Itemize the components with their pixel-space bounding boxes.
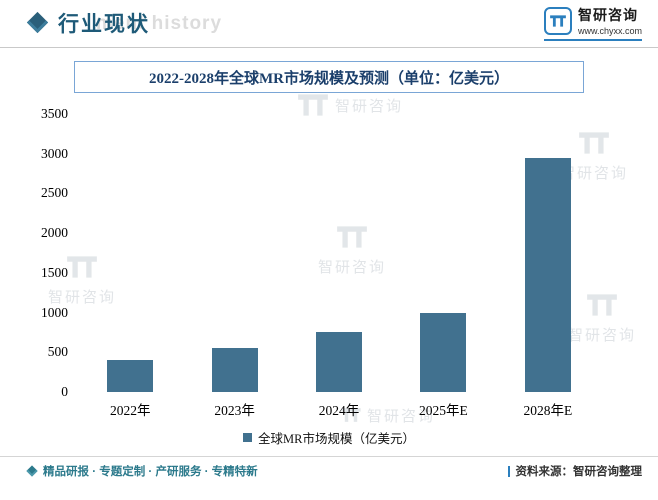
brand-watermark-text: 智研咨询 [335,97,404,115]
legend-label: 全球MR市场规模（亿美元） [258,432,415,446]
y-tick-label: 0 [61,384,68,399]
footer-source: 资料来源：智研咨询整理 [507,463,643,479]
chart-title-box: 2022-2028年全球MR市场规模及预测（单位：亿美元） [74,61,584,93]
bar-column [78,360,182,392]
plot-area [78,114,600,392]
brand-logo[interactable]: 智研咨询 www.chyxx.com [543,5,642,41]
footer-divider [0,456,658,457]
y-tick-label: 2500 [41,185,68,201]
x-tick-label: 2025年E [419,403,468,418]
y-axis: 0 500 1000 1500 2000 2500 3000 3500 [26,106,68,399]
bar-column [391,312,495,392]
bar-2024年 [316,332,363,392]
header-divider [0,47,658,48]
bar-2022年 [107,360,154,392]
footer-tagline-text: 精品研报 · 专题定制 · 产研服务 · 专精特新 [43,466,258,478]
legend-swatch [243,433,253,442]
diamond-icon [26,465,38,477]
header: ment history 行业现状 智研咨询 www.chyxx.com [0,0,658,47]
x-axis: 2022年 2023年 2024年 2025年E 2028年E [78,399,600,419]
bar-2023年 [211,348,258,392]
bar-column [496,158,600,392]
brand-url[interactable]: www.chyxx.com [577,26,642,36]
page-title: 行业现状 [58,12,150,36]
bar-2028年E [524,158,571,392]
y-tick-label: 1500 [41,264,68,280]
footer: 精品研报 · 专题定制 · 产研服务 · 专精特新 资料来源：智研咨询整理 [26,463,643,479]
y-tick-label: 1000 [41,304,68,320]
chart-title-text: 2022-2028年全球MR市场规模及预测（单位：亿美元） [149,70,509,87]
y-tick-label: 500 [47,344,68,360]
brand-name: 智研咨询 [577,7,638,23]
bar-2025年E [420,312,467,392]
header-watermark: ment history [96,13,223,34]
y-tick-label: 3000 [41,145,68,161]
source-accent-bar [507,465,510,477]
bar-column [182,348,286,392]
footer-source-text: 资料来源：智研咨询整理 [515,466,643,478]
legend: 全球MR市场规模（亿美元） [0,428,658,447]
diamond-icon [26,11,49,34]
x-tick-label: 2022年 [109,403,151,418]
brand-logo-icon [543,6,572,35]
x-tick-label: 2024年 [318,403,360,418]
x-tick-label: 2028年E [523,403,573,418]
brand-text-block: 智研咨询 www.chyxx.com [578,5,642,36]
y-tick-label: 3500 [41,106,68,121]
bar-column [287,332,391,392]
footer-tagline: 精品研报 · 专题定制 · 产研服务 · 专精特新 [26,463,258,479]
y-tick-label: 2000 [41,225,68,241]
x-tick-label: 2023年 [214,403,255,418]
